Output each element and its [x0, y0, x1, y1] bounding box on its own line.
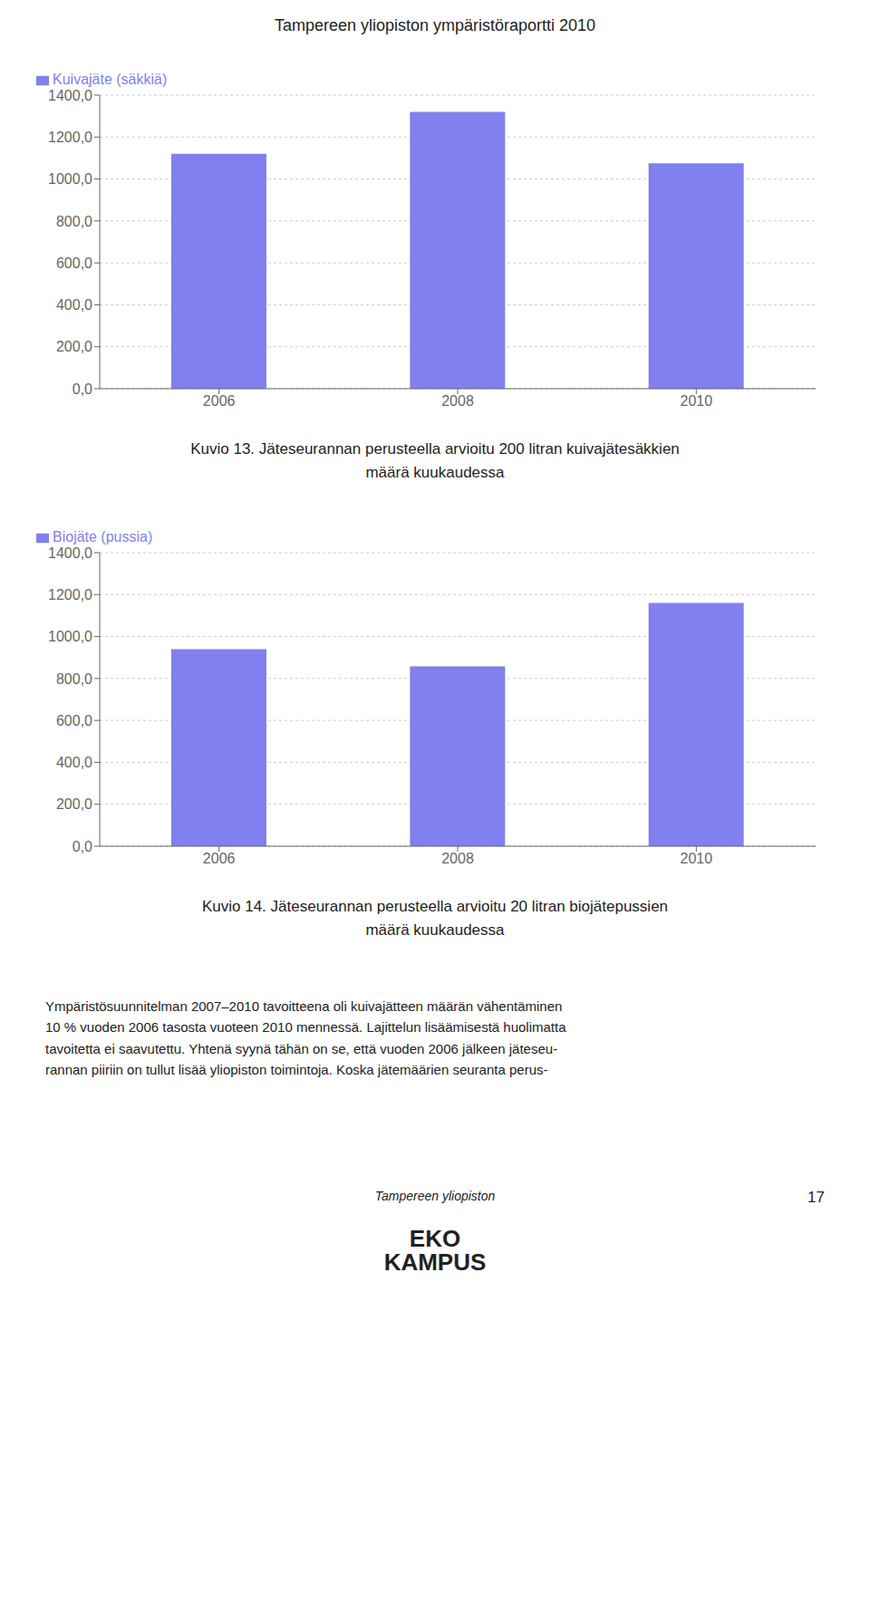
svg-text:1200,0: 1200,0 [48, 129, 93, 145]
svg-text:2008: 2008 [441, 393, 474, 409]
svg-text:2008: 2008 [441, 850, 474, 867]
svg-text:400,0: 400,0 [56, 754, 93, 771]
html-text:Kuvio 13. Jäteseurannan perust: Kuvio 13. Jäteseurannan perusteella arvi… [190, 440, 680, 481]
svg-text:200,0: 200,0 [56, 338, 93, 355]
svg-text:1400,0: 1400,0 [48, 545, 93, 561]
svg-text:1000,0: 1000,0 [48, 171, 93, 187]
html-text:Kuvio 14. Jäteseurannan perust: Kuvio 14. Jäteseurannan perusteella arvi… [202, 898, 668, 939]
svg-text:800,0: 800,0 [56, 213, 93, 230]
svg-text:400,0: 400,0 [56, 297, 93, 313]
html-text:Tampereen yliopiston ympäristö: Tampereen yliopiston ympäristöraportti 2… [274, 16, 596, 35]
html-text:Biojäte (pussia): Biojäte (pussia) [52, 529, 153, 545]
svg-text:2006: 2006 [203, 850, 236, 867]
svg-text:800,0: 800,0 [56, 671, 93, 687]
svg-text:1000,0: 1000,0 [48, 628, 93, 645]
svg-text:600,0: 600,0 [56, 255, 93, 271]
svg-text:1200,0: 1200,0 [48, 587, 93, 603]
svg-text:2006: 2006 [203, 393, 236, 409]
html-text:Ympäristösuunnitelman 2007–201: Ympäristösuunnitelman 2007–2010 tavoitte… [45, 998, 566, 1078]
svg-text:200,0: 200,0 [56, 796, 93, 812]
html-text:Kuivajäte (säkkiä): Kuivajäte (säkkiä) [52, 71, 168, 87]
svg-text:2010: 2010 [680, 393, 714, 409]
svg-text:0,0: 0,0 [72, 839, 93, 855]
svg-text:0,0: 0,0 [72, 381, 93, 397]
svg-text:1400,0: 1400,0 [48, 87, 93, 104]
html-text:17: 17 [807, 1189, 825, 1207]
svg-text:2010: 2010 [680, 850, 714, 867]
svg-text:600,0: 600,0 [56, 713, 93, 729]
html-text:EKO KAMPUS: EKO KAMPUS [383, 1225, 487, 1276]
html-text:Tampereen yliopiston: Tampereen yliopiston [374, 1189, 496, 1204]
